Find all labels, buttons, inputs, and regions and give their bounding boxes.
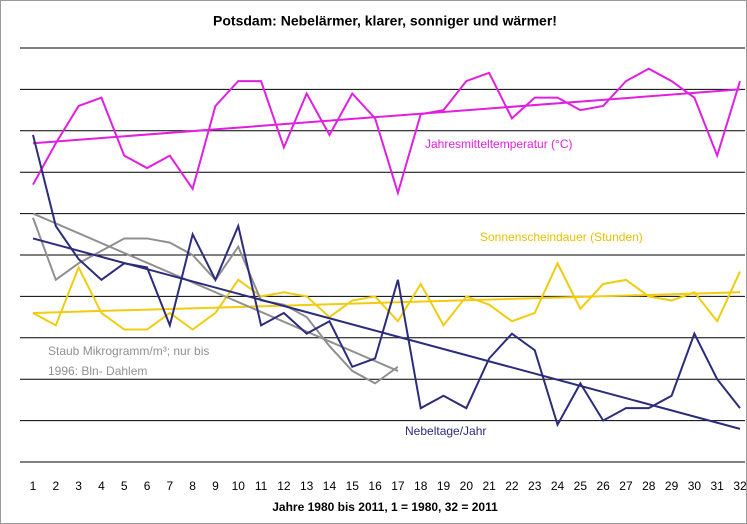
x-tick-label: 30 <box>688 479 702 493</box>
x-tick-label: 6 <box>144 479 151 493</box>
x-tick-label: 21 <box>482 479 496 493</box>
chart-title: Potsdam: Nebelärmer, klarer, sonniger un… <box>213 13 557 29</box>
series-label: Nebeltage/Jahr <box>405 424 486 438</box>
x-tick-label: 8 <box>189 479 196 493</box>
x-tick-label: 13 <box>300 479 314 493</box>
series-line <box>32 67 741 197</box>
x-tick-label: 17 <box>391 479 405 493</box>
x-tick-label: 12 <box>277 479 291 493</box>
x-tick-label: 29 <box>665 479 679 493</box>
x-tick-label: 16 <box>368 479 382 493</box>
series-label: Sonnenscheindauer (Stunden) <box>480 230 643 244</box>
x-tick-label: 32 <box>733 479 747 493</box>
x-tick-label: 15 <box>346 479 360 493</box>
x-tick-label: 4 <box>98 479 105 493</box>
x-tick-label: 20 <box>460 479 474 493</box>
x-tick-label: 7 <box>166 479 173 493</box>
x-tick-label: 10 <box>232 479 246 493</box>
x-tick-label: 18 <box>414 479 428 493</box>
trend-line <box>32 237 741 430</box>
x-tick-label: 14 <box>323 479 337 493</box>
x-tick-label: 22 <box>505 479 519 493</box>
series-label: Jahresmitteltemperatur (°C) <box>425 137 573 151</box>
x-tick-label: 28 <box>642 479 656 493</box>
x-axis-title: Jahre 1980 bis 2011, 1 = 1980, 32 = 2011 <box>272 500 498 514</box>
series-label: 1996: Bln- Dahlem <box>48 364 147 378</box>
x-tick-label: 31 <box>711 479 725 493</box>
x-tick-label: 11 <box>255 479 268 493</box>
x-tick-label: 2 <box>52 479 59 493</box>
x-tick-label: 1 <box>30 479 37 493</box>
x-tick-label: 19 <box>437 479 451 493</box>
x-tick-label: 9 <box>212 479 219 493</box>
x-tick-label: 27 <box>619 479 633 493</box>
trend-line <box>32 88 741 145</box>
x-tick-label: 25 <box>574 479 588 493</box>
x-tick-label: 23 <box>528 479 542 493</box>
series-label: Staub Mikrogramm/m³; nur bis <box>48 344 209 358</box>
trend-line <box>32 212 399 372</box>
series-line <box>32 260 741 331</box>
x-tick-label: 26 <box>596 479 610 493</box>
x-tick-label: 24 <box>551 479 565 493</box>
x-tick-label: 3 <box>75 479 82 493</box>
series-line <box>32 134 741 428</box>
x-tick-label: 5 <box>121 479 128 493</box>
trend-line <box>32 291 741 314</box>
